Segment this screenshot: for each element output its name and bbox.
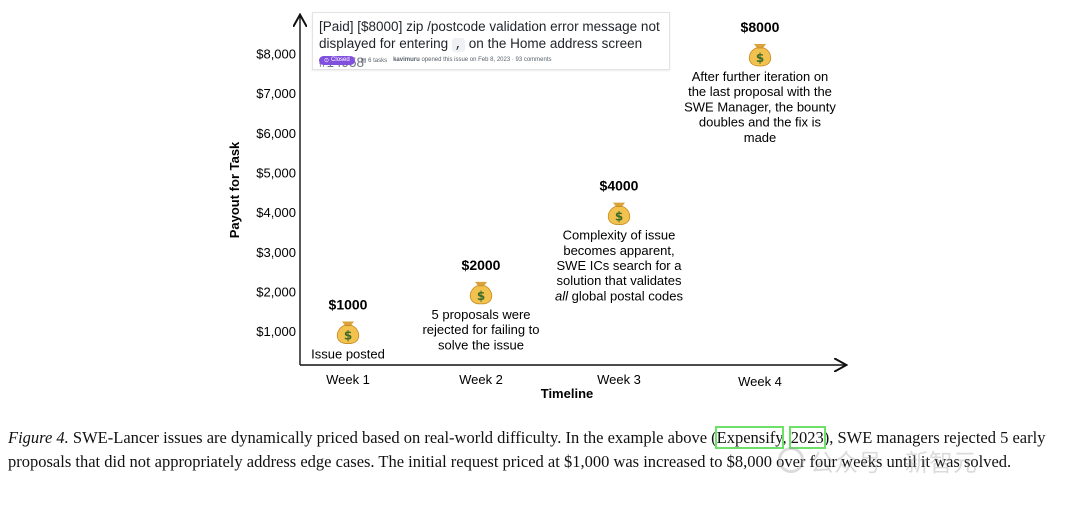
issue-author-line: kavimuru opened this issue on Feb 8, 202… [393,57,552,63]
y-axis-label: Payout for Task [227,141,242,238]
annotation-line: solve the issue [438,337,524,352]
y-tick-label: $1,000 [256,324,296,339]
wechat-icon [778,447,804,473]
github-issue-card: [Paid] [$8000] zip /postcode validation … [312,12,670,70]
payout-label: $8000 [741,19,780,35]
y-tick-label: $2,000 [256,284,296,299]
checklist-icon: ▤ [360,57,367,64]
annotation-line: Complexity of issue [563,228,676,243]
svg-text:$: $ [615,210,623,224]
payout-label: $2000 [462,257,501,273]
x-tick-label: Week 2 [459,372,503,387]
y-tick-label: $8,000 [256,47,296,62]
annotation-line: After further iteration on [692,69,829,84]
payout-timeline-chart: $1,000 $2,000 $3,000 $4,000 $5,000 $6,000 $7,0… [227,0,1080,401]
annotation-line: rejected for failing to [422,322,539,337]
annotation-line: SWE ICs search for a [557,258,683,273]
svg-text:$: $ [477,289,485,303]
svg-text:$: $ [756,51,764,65]
figure-label: Figure 4. [8,428,69,447]
data-point: $1000 $ Issue posted [311,297,385,362]
money-bag-icon: $ [336,321,360,344]
annotation-line: SWE Manager, the bounty [684,99,836,114]
payout-label: $1000 [329,297,368,313]
annotation-line: all global postal codes [555,288,683,303]
payout-label: $4000 [600,178,639,194]
money-bag-icon: $ [607,202,631,226]
citation-author-link[interactable]: Expensify [714,426,785,449]
figure-caption: Figure 4. SWE-Lancer issues are dynamica… [8,426,1046,471]
tasks-count: ▤ 6 tasks [360,57,388,64]
annotation-line: the last proposal with the [688,84,832,99]
annotation-line: 5 proposals were [432,307,531,322]
status-badge: ⊙ Closed [319,55,355,65]
issue-code-comma: , [451,38,466,52]
svg-text:$: $ [344,329,352,343]
annotation-line: solution that validates [556,273,682,288]
x-tick-label: Week 1 [326,372,370,387]
annotation-line: becomes apparent, [563,243,674,258]
y-tick-label: $7,000 [256,86,296,101]
issue-meta: ⊙ Closed ▤ 6 tasks kavimuru opened this i… [319,54,552,66]
y-tick-label: $3,000 [256,245,296,260]
check-circle-icon: ⊙ [324,57,330,64]
x-tick-label: Week 4 [738,374,782,389]
annotation-line: made [744,130,777,145]
money-bag-icon: $ [748,44,772,67]
citation-year-link[interactable]: 2023 [788,426,826,449]
x-axis-label: Timeline [541,386,594,401]
watermark: 公众号 · 新智元 [778,440,1048,480]
y-tick-label: $6,000 [256,126,296,141]
x-tick-label: Week 3 [597,372,641,387]
y-tick-label: $4,000 [256,205,296,220]
annotation-line: doubles and the fix is [699,115,822,130]
money-bag-icon: $ [469,281,493,305]
annotation-line: Issue posted [311,347,385,362]
y-tick-label: $5,000 [256,165,296,180]
